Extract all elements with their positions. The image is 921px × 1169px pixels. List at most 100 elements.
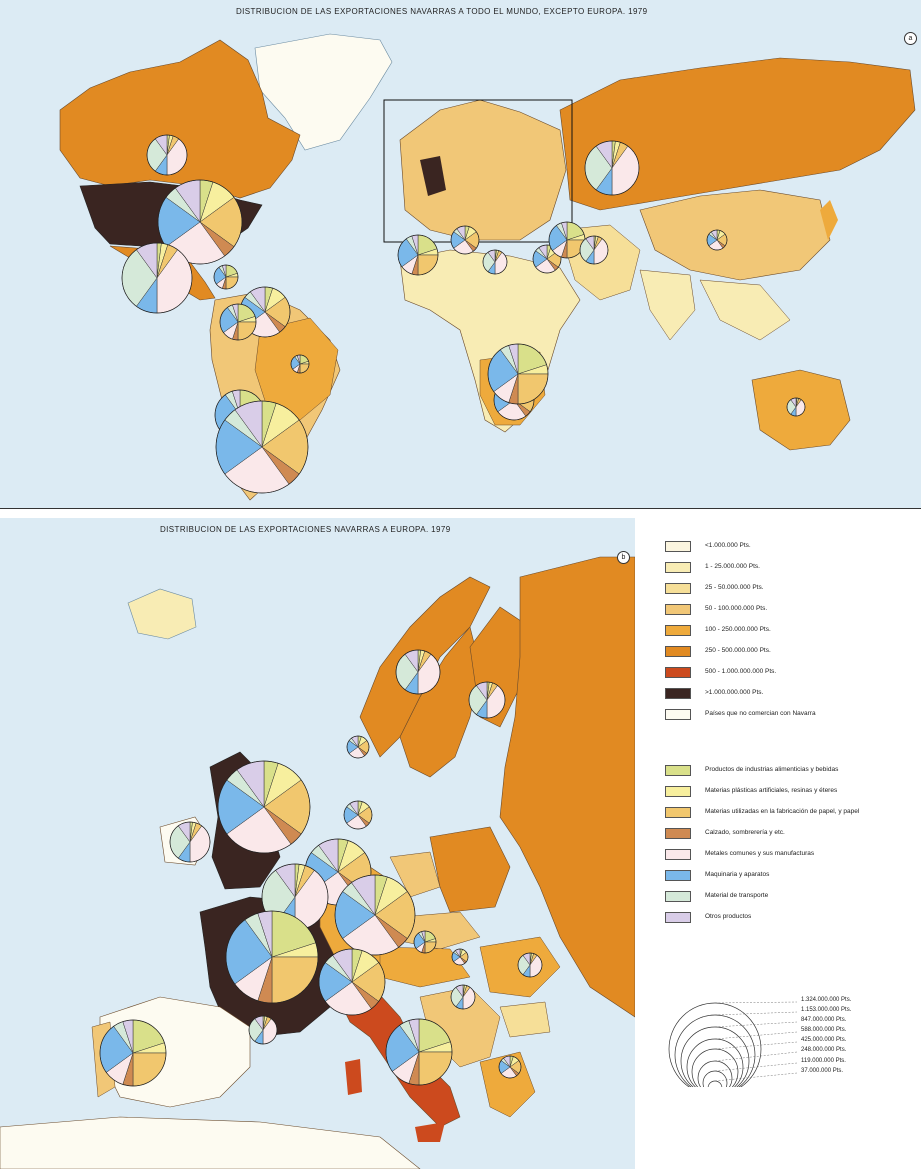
world-map-panel: DISTRIBUCION DE LAS EXPORTACIONES NAVARR… [0,0,921,508]
europe-pie-charts [99,649,543,1087]
pie-outline [248,1015,278,1045]
japan [820,200,838,240]
ussr-europe [499,556,635,1018]
pie-outline [215,400,309,494]
legend-label: 500 - 1.000.000.000 Pts. [705,668,777,675]
scale-circle [686,1038,744,1087]
pie-outline [413,930,437,954]
legend-label: Productos de industrias alimenticias y b… [705,766,839,773]
legend-label: Materias utilizadas en la fabricación de… [705,808,860,815]
pie-outline [121,242,193,314]
scale-label: 37.000.000 Pts. [801,1068,844,1074]
legend-label: Material de transporte [705,892,769,899]
legend-swatch [665,765,691,776]
greenland [254,33,393,151]
pie-outline [786,397,806,417]
legend-label: 100 - 250.000.000 Pts. [705,626,771,633]
legend-label: <1.000.000 Pts. [705,542,751,549]
pie-outline [146,134,188,176]
sardinia [345,1059,362,1095]
uk-top [420,156,446,196]
pie-outline [290,354,310,374]
scale-label: 1.324.000.000 Pts. [801,997,852,1003]
legend-swatch [665,646,691,657]
scale-label: 1.153.000.000 Pts. [801,1007,852,1013]
sicily [415,1122,445,1142]
legend-swatch [665,604,691,615]
legend-swatch [665,583,691,594]
pie-outline [397,234,439,276]
legend-label: 250 - 500.000.000 Pts. [705,647,771,654]
legend-label: 1 - 25.000.000 Pts. [705,563,760,570]
scale-label: 847.000.000 Pts. [801,1017,847,1023]
legend-swatch [665,849,691,860]
poland [429,826,511,913]
pie-outline [157,179,243,265]
europe-map-panel-number: b [617,551,630,564]
pie-outline [169,821,211,863]
legend-swatch [665,807,691,818]
pie-outline [213,264,239,290]
legend-swatch [665,562,691,573]
ussr [559,57,916,211]
legend-label: Metales comunes y sus manufacturas [705,850,815,857]
europe-region [399,99,567,241]
world-map [0,0,921,508]
legend-swatch [665,709,691,720]
pie-outline [532,244,562,274]
legend-label: >1.000.000.000 Pts. [705,689,764,696]
world-map-panel-number: a [904,32,917,45]
pie-outline [468,681,506,719]
legend-swatch [665,541,691,552]
legend-label: Otros productos [705,913,752,920]
pie-outline [318,948,386,1016]
pie-outline [450,984,476,1010]
legend: <1.000.000 Pts. 1 - 25.000.000 Pts. 25 -… [635,517,921,1169]
scale-circle [668,1002,762,1087]
legend-swatch [665,912,691,923]
circle-size-scale [668,1001,798,1087]
europe-map-title: DISTRIBUCION DE LAS EXPORTACIONES NAVARR… [160,525,451,534]
pie-outline [99,1019,167,1087]
legend-label: 25 - 50.000.000 Pts. [705,584,764,591]
scale-circle [702,1070,728,1087]
pie-outline [395,649,441,695]
pie-outline [343,800,373,830]
legend-label: 50 - 100.000.000 Pts. [705,605,768,612]
europe-map [0,517,635,1169]
legend-label: Maquinaria y aparatos [705,871,770,878]
pie-outline [487,343,549,405]
pie-outline [451,948,469,966]
scale-circle [707,1080,723,1087]
pie-outline [217,760,311,854]
pie-outline [498,1055,522,1079]
legend-swatch [665,625,691,636]
scale-circle [680,1026,750,1087]
panel-divider [0,508,921,518]
legend-label: Materias plásticas artificiales, resinas… [705,787,838,794]
scale-label: 248.000.000 Pts. [801,1047,847,1053]
legend-swatch [665,891,691,902]
southeast-asia [699,279,791,341]
bulgaria [499,1001,551,1038]
pie-outline [346,735,370,759]
world-map-title: DISTRIBUCION DE LAS EXPORTACIONES NAVARR… [236,7,648,16]
pie-outline [334,874,416,956]
pie-outline [450,225,480,255]
legend-swatch [665,786,691,797]
world-pie-charts [121,134,806,494]
pie-outline [517,952,543,978]
pie-outline [706,229,728,251]
pie-outline [482,249,508,275]
pie-outline [225,910,319,1004]
legend-label: Países que no comercian con Navarra [705,710,816,717]
legend-swatch [665,667,691,678]
legend-swatch [665,870,691,881]
china [639,189,831,281]
pie-outline [579,235,609,265]
iceland [127,588,197,640]
india [639,269,696,341]
legend-label: Calzado, sombrerería y etc. [705,829,785,836]
legend-swatch [665,828,691,839]
scale-label: 425.000.000 Pts. [801,1037,847,1043]
